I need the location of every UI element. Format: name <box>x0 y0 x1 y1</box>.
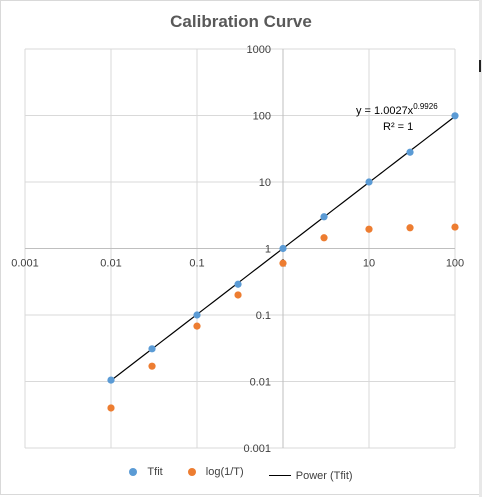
log-point <box>320 234 328 242</box>
x-tick-label: 100 <box>446 258 464 270</box>
window-edge <box>479 0 482 497</box>
legend-label-log: log(1/T) <box>205 466 244 478</box>
data-points <box>107 112 459 412</box>
legend-marker-log <box>187 468 196 476</box>
tfit-point <box>406 148 414 156</box>
tfit-point <box>365 178 373 186</box>
tfit-point <box>320 213 328 221</box>
text-cursor <box>479 60 481 72</box>
legend-item-log: log(1/T) <box>187 466 244 478</box>
log-point <box>279 259 287 267</box>
tfit-point <box>107 376 115 384</box>
x-tick-label: 10 <box>363 258 375 270</box>
log-point <box>107 404 115 412</box>
x-tick-label: 0.1 <box>189 258 204 270</box>
log-point <box>193 322 201 330</box>
y-tick-label: 1000 <box>247 44 271 56</box>
legend-marker-power <box>268 475 291 476</box>
x-tick-label: 0.01 <box>100 258 121 270</box>
trendline-r2-text: R² = 1 <box>383 121 413 133</box>
x-tick-label: 0.001 <box>11 258 39 270</box>
log-point <box>234 291 242 299</box>
trendline-equation-text: y = 1.0027x0.9926 <box>356 102 438 117</box>
log-point <box>406 224 414 232</box>
y-tick-label: 0.001 <box>243 443 271 455</box>
log-point <box>365 225 373 233</box>
y-tick-label: 1 <box>265 244 271 256</box>
log-point <box>148 362 156 370</box>
tfit-point <box>193 311 201 319</box>
legend-label-power: Power (Tfit) <box>295 469 353 482</box>
y-tick-label: 10 <box>259 177 271 189</box>
tfit-point <box>148 345 156 353</box>
y-tick-label: 100 <box>253 111 271 123</box>
chart-title: Calibration Curve <box>170 12 312 31</box>
legend-marker-tfit <box>129 468 138 476</box>
legend-item-tfit: Tfit <box>129 466 163 478</box>
tfit-point <box>234 280 242 288</box>
tfit-point <box>279 244 287 253</box>
trendline-equation: y = 1.0027x0.9926 R² = 1 <box>356 102 438 133</box>
legend-item-power: Power (Tfit) <box>268 469 353 482</box>
y-tick-label: 0.1 <box>256 310 271 322</box>
legend-label-tfit: Tfit <box>147 466 163 478</box>
log-point <box>451 223 459 231</box>
tfit-point <box>451 112 459 120</box>
legend: Tfit log(1/T) Power (Tfit) <box>0 466 482 482</box>
y-tick-label: 0.01 <box>250 377 271 389</box>
